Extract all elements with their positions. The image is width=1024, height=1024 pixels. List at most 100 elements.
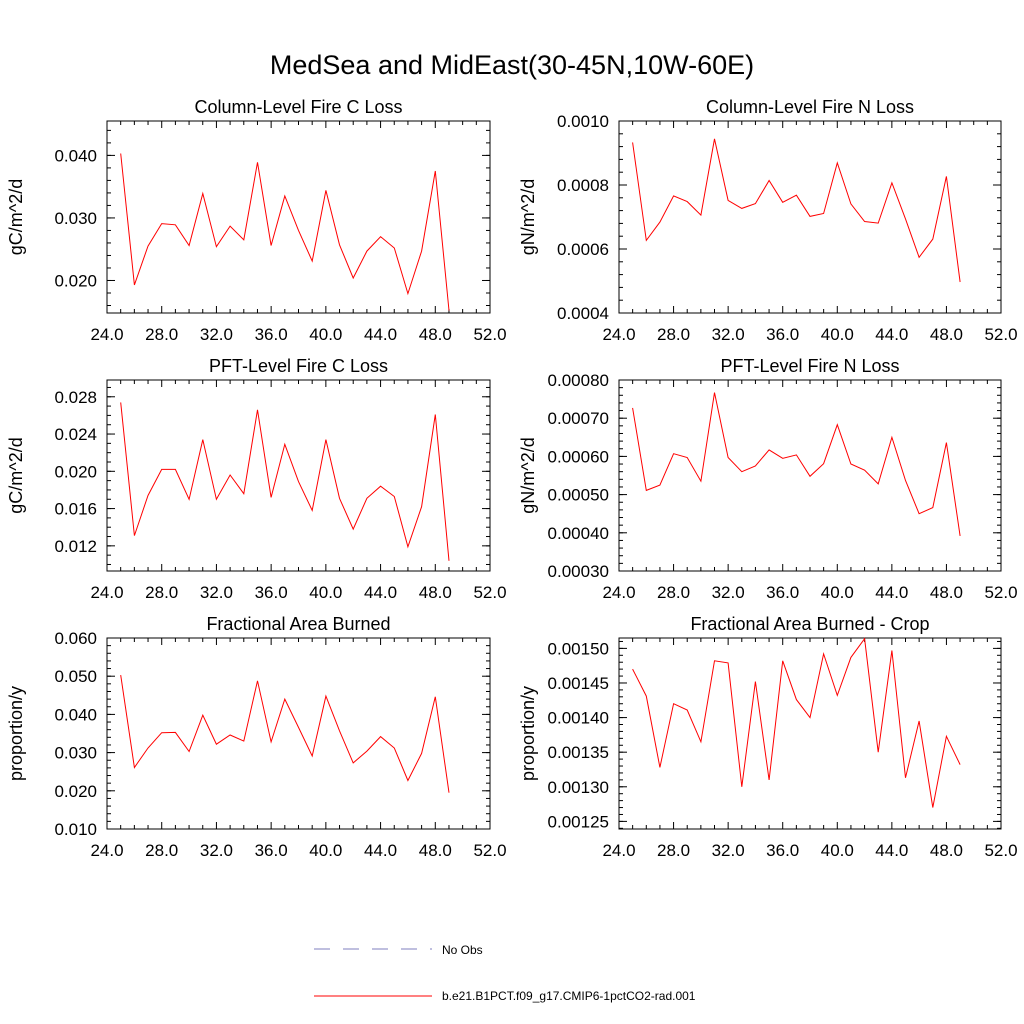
y-tick-label: 0.00125 <box>548 812 609 831</box>
x-tick-label: 40.0 <box>821 325 854 344</box>
x-tick-label: 48.0 <box>930 841 963 860</box>
x-tick-label: 52.0 <box>473 583 506 602</box>
x-tick-label: 52.0 <box>984 325 1017 344</box>
panel-title: Fractional Area Burned <box>206 614 390 634</box>
panel-title: Column-Level Fire N Loss <box>706 97 914 117</box>
y-tick-label: 0.060 <box>54 629 97 648</box>
x-tick-label: 44.0 <box>875 325 908 344</box>
x-tick-label: 44.0 <box>364 583 397 602</box>
x-tick-label: 28.0 <box>145 325 178 344</box>
panel-1: Column-Level Fire C Loss gC/m^2/d 24.0 28.0… <box>6 97 507 344</box>
x-tick-label: 28.0 <box>145 583 178 602</box>
x-tick-label: 48.0 <box>419 325 452 344</box>
series-line-model <box>632 637 961 808</box>
y-tick-label: 0.020 <box>54 782 97 801</box>
x-tick-label: 52.0 <box>984 841 1017 860</box>
x-tick-label: 36.0 <box>255 325 288 344</box>
x-tick-label: 48.0 <box>930 583 963 602</box>
x-tick-label: 32.0 <box>712 841 745 860</box>
y-axis-label: proportion/y <box>518 686 538 781</box>
x-tick-label: 44.0 <box>364 325 397 344</box>
x-tick-label: 36.0 <box>766 325 799 344</box>
y-tick-label: 0.00040 <box>548 524 609 543</box>
y-tick-label: 0.00060 <box>548 447 609 466</box>
series-line-model <box>120 153 450 311</box>
panel-title: PFT-Level Fire N Loss <box>720 356 899 376</box>
x-tick-label: 32.0 <box>200 325 233 344</box>
x-tick-label: 52.0 <box>984 583 1017 602</box>
y-tick-label: 0.010 <box>54 820 97 839</box>
x-tick-label: 40.0 <box>309 583 342 602</box>
panel-title: PFT-Level Fire C Loss <box>209 356 388 376</box>
x-tick-label: 40.0 <box>821 583 854 602</box>
series-line-model <box>632 138 961 283</box>
x-tick-label: 24.0 <box>602 841 635 860</box>
x-tick-label: 36.0 <box>766 841 799 860</box>
x-tick-label: 32.0 <box>200 841 233 860</box>
x-tick-label: 40.0 <box>821 841 854 860</box>
series-line-model <box>120 675 450 793</box>
x-tick-label: 32.0 <box>712 583 745 602</box>
x-tick-label: 40.0 <box>309 325 342 344</box>
x-tick-label: 44.0 <box>364 841 397 860</box>
panel-3: PFT-Level Fire C Loss gC/m^2/d 24.0 28.0 32.… <box>6 356 507 602</box>
x-tick-label: 24.0 <box>90 841 123 860</box>
x-tick-label: 24.0 <box>90 583 123 602</box>
panel-4: PFT-Level Fire N Loss gN/m^2/d 24.0 28.0 32.… <box>518 356 1018 602</box>
y-tick-label: 0.028 <box>54 388 97 407</box>
y-tick-label: 0.050 <box>54 667 97 686</box>
y-tick-label: 0.016 <box>54 500 97 519</box>
y-tick-label: 0.00150 <box>548 639 609 658</box>
y-tick-label: 0.030 <box>54 209 97 228</box>
x-tick-label: 36.0 <box>255 583 288 602</box>
x-tick-label: 28.0 <box>657 325 690 344</box>
x-tick-label: 24.0 <box>602 325 635 344</box>
legend-label-model: b.e21.B1PCT.f09_g17.CMIP6-1pctCO2-rad.00… <box>442 989 696 1003</box>
x-tick-label: 28.0 <box>145 841 178 860</box>
series-line-model <box>632 392 961 536</box>
x-tick-label: 28.0 <box>657 841 690 860</box>
x-tick-label: 52.0 <box>473 841 506 860</box>
y-tick-label: 0.020 <box>54 271 97 290</box>
x-tick-label: 32.0 <box>200 583 233 602</box>
y-axis-label: gN/m^2/d <box>518 179 538 255</box>
y-tick-label: 0.0010 <box>557 112 609 131</box>
y-tick-label: 0.024 <box>54 425 97 444</box>
y-tick-label: 0.00145 <box>548 674 609 693</box>
panel-title: Column-Level Fire C Loss <box>194 97 402 117</box>
x-tick-label: 36.0 <box>255 841 288 860</box>
y-axis-label: gC/m^2/d <box>6 179 26 255</box>
x-tick-label: 48.0 <box>419 841 452 860</box>
y-tick-label: 0.040 <box>54 146 97 165</box>
y-axis-label: proportion/y <box>6 686 26 781</box>
x-tick-label: 44.0 <box>875 841 908 860</box>
y-tick-label: 0.020 <box>54 462 97 481</box>
legend-label-no-obs: No Obs <box>442 943 483 957</box>
x-tick-label: 44.0 <box>875 583 908 602</box>
x-tick-label: 36.0 <box>766 583 799 602</box>
y-tick-label: 0.012 <box>54 537 97 556</box>
panel-2: Column-Level Fire N Loss gN/m^2/d 24.0 28.0… <box>518 97 1018 344</box>
x-tick-label: 48.0 <box>930 325 963 344</box>
y-tick-label: 0.00050 <box>548 486 609 505</box>
panel-title: Fractional Area Burned - Crop <box>690 614 929 634</box>
y-tick-label: 0.030 <box>54 744 97 763</box>
y-tick-label: 0.0008 <box>557 176 609 195</box>
x-tick-label: 32.0 <box>712 325 745 344</box>
y-tick-label: 0.040 <box>54 705 97 724</box>
legend: No Obs b.e21.B1PCT.f09_g17.CMIP6-1pctCO2… <box>314 943 696 1003</box>
y-tick-label: 0.00135 <box>548 743 609 762</box>
main-title: MedSea and MidEast(30-45N,10W-60E) <box>270 50 754 80</box>
y-tick-label: 0.00080 <box>548 371 609 390</box>
y-tick-label: 0.0006 <box>557 240 609 259</box>
y-tick-label: 0.00070 <box>548 409 609 428</box>
panel-5: Fractional Area Burned proportion/y 24.0 28… <box>6 614 507 860</box>
x-tick-label: 52.0 <box>473 325 506 344</box>
y-tick-label: 0.00130 <box>548 778 609 797</box>
y-tick-label: 0.0004 <box>557 304 609 323</box>
panel-6: Fractional Area Burned - Crop proportion/… <box>518 614 1018 860</box>
x-tick-label: 24.0 <box>602 583 635 602</box>
x-tick-label: 28.0 <box>657 583 690 602</box>
